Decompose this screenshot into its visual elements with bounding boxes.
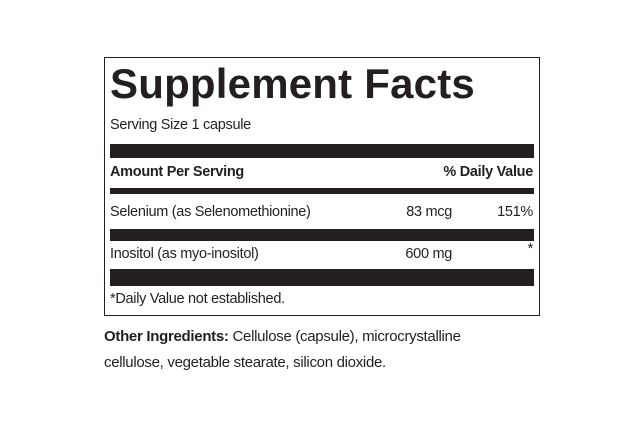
supplement-facts-panel: Supplement Facts Serving Size 1 capsule … [104,57,540,316]
nutrient-name: Inositol (as myo-inositol) [110,246,259,262]
serving-size: Serving Size 1 capsule [110,117,251,133]
divider-bar [110,188,534,194]
nutrient-amount: 83 mcg [406,204,452,220]
footnote: *Daily Value not established. [110,291,285,307]
other-ingredients: Other Ingredients: Cellulose (capsule), … [104,324,524,376]
nutrient-dv: 151% [497,204,533,220]
divider-bar [110,229,534,241]
amount-header: Amount Per Serving [110,164,244,180]
divider-bar [110,269,534,286]
other-ingredients-label: Other Ingredients: [104,328,229,345]
nutrient-name: Selenium (as Selenomethionine) [110,204,311,220]
panel-title: Supplement Facts [110,60,475,107]
nutrient-amount: 600 mg [405,246,452,262]
nutrient-dv: * [527,241,534,257]
daily-value-header: % Daily Value [443,164,533,180]
other-ingredients-text: Cellulose (capsule), microcrystalline ce… [104,328,461,371]
divider-bar [110,144,534,158]
